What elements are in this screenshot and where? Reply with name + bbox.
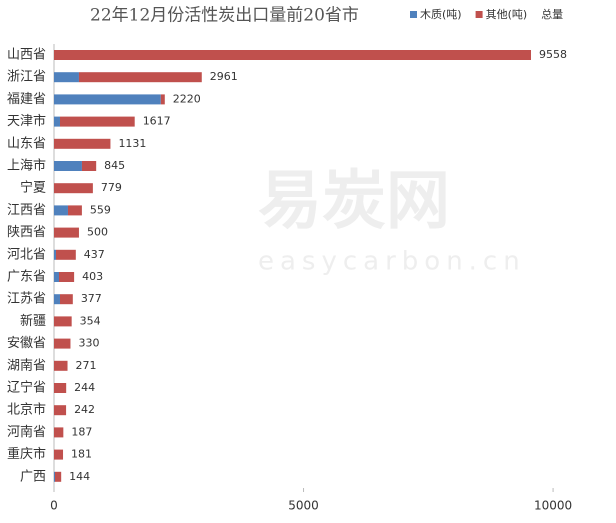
y-tick-label: 重庆市 bbox=[7, 446, 46, 462]
bar-segment bbox=[78, 72, 202, 83]
bar-segment bbox=[54, 116, 60, 127]
bar-segment bbox=[54, 383, 67, 393]
total-label: 187 bbox=[71, 425, 92, 438]
y-tick-label: 山西省 bbox=[7, 48, 46, 63]
bar-segment bbox=[59, 294, 73, 305]
total-label: 779 bbox=[101, 181, 122, 194]
y-tick-label: 河南省 bbox=[7, 424, 46, 440]
bar-segment bbox=[54, 294, 60, 305]
total-label: 2220 bbox=[173, 92, 201, 105]
chart-title: 22年12月份活性炭出口量前20省市 bbox=[90, 6, 359, 26]
watermark: 易炭网 bbox=[258, 165, 450, 239]
y-tick-label: 安徽省 bbox=[7, 336, 46, 351]
bar-segment bbox=[54, 316, 72, 327]
x-tick-label: 0 bbox=[50, 499, 58, 513]
y-tick-label: 山东省 bbox=[7, 136, 46, 151]
bar-segment bbox=[54, 183, 93, 194]
total-label: 144 bbox=[69, 470, 90, 483]
total-label: 330 bbox=[78, 337, 99, 350]
bar-segment bbox=[58, 272, 75, 282]
bar-segment bbox=[54, 449, 64, 460]
x-tick-label: 5000 bbox=[288, 499, 319, 513]
legend-label: 其他(吨) bbox=[486, 8, 528, 21]
bar-segment bbox=[54, 272, 59, 282]
y-tick-label: 辽宁省 bbox=[7, 380, 46, 396]
bar-segment bbox=[160, 94, 165, 105]
total-label: 377 bbox=[81, 292, 102, 305]
total-label: 403 bbox=[82, 270, 103, 283]
total-label: 437 bbox=[84, 248, 105, 261]
y-tick-label: 江苏省 bbox=[7, 291, 46, 307]
total-label: 1617 bbox=[143, 115, 171, 128]
total-label: 1131 bbox=[118, 137, 146, 150]
total-label: 559 bbox=[90, 203, 111, 216]
bar-segment bbox=[54, 249, 56, 260]
bar-segment bbox=[55, 249, 76, 260]
y-tick-label: 陕西省 bbox=[7, 225, 46, 240]
y-tick-label: 北京市 bbox=[7, 402, 46, 418]
x-tick-label: 10000 bbox=[534, 499, 572, 513]
bar-segment bbox=[67, 205, 82, 216]
legend-label: 木质(吨) bbox=[420, 8, 462, 21]
bar-segment bbox=[54, 338, 71, 349]
total-label: 500 bbox=[87, 226, 108, 239]
y-tick-label: 浙江省 bbox=[7, 70, 46, 85]
bar-segment bbox=[81, 161, 97, 171]
bar-segment bbox=[54, 471, 62, 482]
y-tick-label: 新疆 bbox=[20, 313, 46, 329]
y-tick-label: 湖南省 bbox=[7, 357, 46, 373]
bar-segment bbox=[54, 227, 79, 238]
bar-segment bbox=[54, 161, 82, 171]
bar-segment bbox=[54, 72, 79, 83]
y-tick-label: 河北省 bbox=[7, 247, 46, 262]
total-label: 9558 bbox=[539, 48, 567, 61]
legend-swatch bbox=[410, 11, 417, 18]
total-label: 181 bbox=[71, 448, 92, 461]
y-tick-label: 宁夏 bbox=[20, 180, 46, 196]
y-tick-label: 广西 bbox=[20, 469, 46, 484]
total-label: 354 bbox=[80, 314, 101, 327]
bar-segment bbox=[54, 405, 67, 416]
legend-swatch bbox=[475, 11, 483, 18]
bar-segment bbox=[54, 427, 64, 438]
bar-segment bbox=[54, 94, 161, 105]
y-tick-label: 上海市 bbox=[7, 158, 46, 174]
y-tick-label: 福建省 bbox=[7, 92, 46, 107]
bar-segment bbox=[54, 360, 68, 371]
total-label: 2961 bbox=[210, 70, 238, 83]
y-tick-label: 江西省 bbox=[7, 203, 46, 218]
bar-segment bbox=[54, 50, 532, 60]
y-tick-label: 天津市 bbox=[7, 113, 46, 129]
bar-segment bbox=[59, 116, 135, 127]
total-label: 244 bbox=[74, 381, 95, 394]
total-label: 242 bbox=[74, 403, 95, 416]
bar-segment bbox=[54, 471, 55, 482]
bar-segment bbox=[54, 205, 68, 216]
legend-label: 总量 bbox=[541, 7, 563, 21]
bar-segment bbox=[54, 138, 111, 149]
total-label: 845 bbox=[104, 159, 125, 172]
watermark-url: easycarbon.cn bbox=[258, 247, 526, 277]
y-tick-label: 广东省 bbox=[7, 270, 46, 285]
total-label: 271 bbox=[76, 359, 97, 372]
